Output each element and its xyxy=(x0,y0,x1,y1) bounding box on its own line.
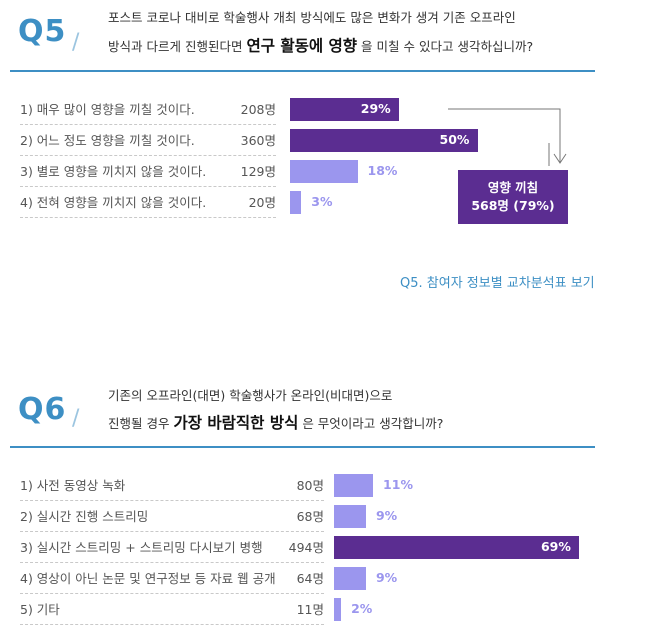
value-label: 29% xyxy=(360,101,391,116)
q5-crosstab-link[interactable]: Q5. 참여자 정보별 교차분석표 보기 xyxy=(400,276,595,291)
category-label: 2) 실시간 진행 스트리밍 xyxy=(20,509,149,524)
value-label: 9% xyxy=(375,508,398,523)
bar xyxy=(290,160,358,183)
bar xyxy=(290,191,302,214)
q6-question-text-2b: 은 무엇이라고 생각합니까? xyxy=(302,416,444,431)
respondent-count: 80명 xyxy=(296,478,324,493)
respondent-count: 20명 xyxy=(248,195,276,210)
row-divider xyxy=(20,124,276,125)
q5-header-rule xyxy=(10,70,595,72)
q5-callout-label: 영향 끼침 xyxy=(487,180,539,195)
bar xyxy=(290,98,399,121)
q5-slash-decoration: / xyxy=(72,30,80,55)
value-label: 11% xyxy=(383,477,413,492)
q5-question-text-2b: 을 미칠 수 있다고 생각하십니까? xyxy=(361,39,534,54)
category-label: 3) 실시간 스트리밍 + 스트리밍 다시보기 병행 xyxy=(20,540,263,555)
category-label: 2) 어느 정도 영향을 끼칠 것이다. xyxy=(20,133,195,148)
row-divider xyxy=(20,186,276,187)
bar xyxy=(334,536,579,559)
value-label: 50% xyxy=(439,132,470,147)
q6-number: Q6 xyxy=(18,392,67,427)
value-label: 18% xyxy=(367,163,398,178)
q6-question-text-2a: 진행될 경우 xyxy=(108,416,170,431)
q5-question-text-2a: 방식과 다르게 진행된다면 xyxy=(108,39,243,54)
q5-callout-value: 568명 (79%) xyxy=(471,198,555,213)
category-label: 5) 기타 xyxy=(20,602,60,617)
value-label: 3% xyxy=(311,194,333,209)
q6-question-emphasis: 가장 바람직한 방식 xyxy=(173,414,299,432)
category-label: 1) 매우 많이 영향을 끼칠 것이다. xyxy=(20,102,195,117)
category-label: 1) 사전 동영상 녹화 xyxy=(20,478,126,493)
row-divider xyxy=(20,562,324,563)
value-label: 2% xyxy=(351,601,373,616)
value-label: 9% xyxy=(375,570,398,585)
bar xyxy=(334,474,374,497)
respondent-count: 64명 xyxy=(296,571,324,586)
q6-question-line1: 기존의 오프라인(대면) 학술행사가 온라인(비대면)으로 xyxy=(108,384,392,408)
q5-question-line2: 방식과 다르게 진행된다면 연구 활동에 영향 을 미칠 수 있다고 생각하십니… xyxy=(108,34,533,59)
respondent-count: 11명 xyxy=(296,602,324,617)
row-divider xyxy=(20,624,324,625)
respondent-count: 208명 xyxy=(240,102,276,117)
value-label: 69% xyxy=(540,539,571,554)
q6-question-text-1: 기존의 오프라인(대면) 학술행사가 온라인(비대면)으로 xyxy=(108,388,393,403)
row-divider xyxy=(20,593,324,594)
row-divider xyxy=(20,500,324,501)
category-label: 4) 전혀 영향을 끼치지 않을 것이다. xyxy=(20,195,207,210)
row-divider xyxy=(20,531,324,532)
bar xyxy=(334,505,366,528)
respondent-count: 68명 xyxy=(296,509,324,524)
q5-question-line1: 포스트 코로나 대비로 학술행사 개최 방식에도 많은 변화가 생겨 기존 오프… xyxy=(108,6,516,30)
row-divider xyxy=(20,155,276,156)
q5-question-text-1: 포스트 코로나 대비로 학술행사 개최 방식에도 많은 변화가 생겨 기존 오프… xyxy=(108,10,516,25)
q6-slash-decoration: / xyxy=(72,406,80,431)
respondent-count: 129명 xyxy=(240,164,276,179)
bar xyxy=(290,129,478,152)
q5-number: Q5 xyxy=(18,14,67,49)
q5-question-emphasis: 연구 활동에 영향 xyxy=(246,37,358,55)
respondent-count: 360명 xyxy=(240,133,276,148)
category-label: 4) 영상이 아닌 논문 및 연구정보 등 자료 웹 공개 xyxy=(20,571,276,586)
category-label: 3) 별로 영향을 끼치지 않을 것이다. xyxy=(20,164,207,179)
respondent-count: 494명 xyxy=(288,540,324,555)
bar xyxy=(334,567,366,590)
q6-question-line2: 진행될 경우 가장 바람직한 방식 은 무엇이라고 생각합니까? xyxy=(108,411,443,436)
q5-impact-callout: 영향 끼침 568명 (79%) xyxy=(458,170,568,224)
bar xyxy=(334,598,342,621)
row-divider xyxy=(20,217,276,218)
q6-header-rule xyxy=(10,446,595,448)
